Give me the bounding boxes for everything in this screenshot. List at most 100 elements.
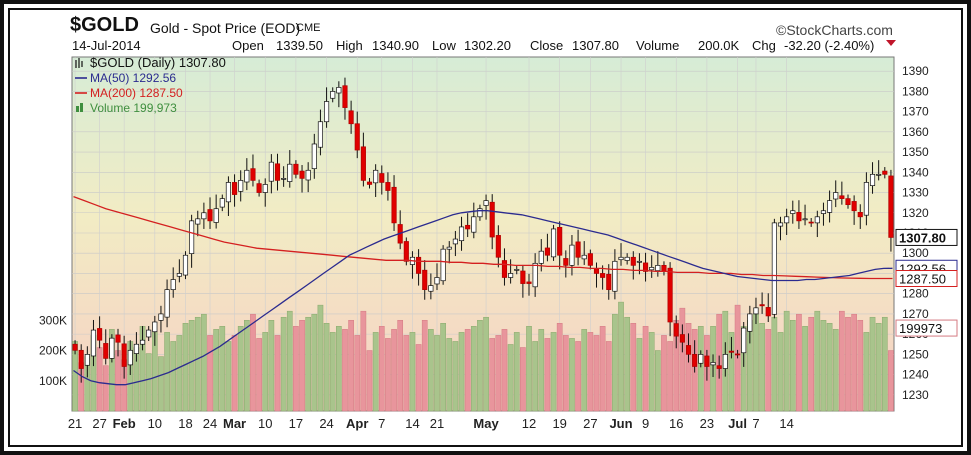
volume-bar: [391, 329, 397, 412]
candle-up: [747, 313, 753, 332]
date-tick-label: Mar: [223, 416, 246, 431]
volume-bar: [569, 338, 575, 412]
value-label-box: [895, 270, 958, 288]
candle-up: [146, 329, 152, 338]
candle-up: [827, 200, 833, 213]
candle-down: [630, 256, 636, 266]
date-tick-label: 7: [752, 416, 759, 431]
date-tick-label: 7: [378, 416, 385, 431]
date-tick-label: May: [473, 416, 499, 431]
volume-bar: [348, 320, 354, 412]
candle-up: [324, 101, 330, 123]
candle-up: [336, 86, 342, 94]
volume-bar: [470, 326, 477, 412]
legend-entry: MA(50) 1292.56: [90, 71, 176, 85]
volume-bar: [213, 329, 219, 412]
candle-up: [820, 210, 827, 214]
close-label: Close: [530, 38, 564, 53]
date-tick-label: 14: [779, 416, 793, 431]
volume-bar: [145, 353, 152, 412]
volume-bar: [587, 332, 594, 412]
volume-bar: [556, 323, 563, 412]
candle-up: [483, 200, 489, 206]
open-value: 1339.50: [276, 38, 323, 53]
candle-up: [133, 343, 139, 354]
candle-down: [593, 268, 600, 274]
candle-down: [716, 365, 722, 369]
volume-bar: [630, 323, 637, 412]
price-tick-label: 1280: [902, 287, 929, 301]
candle-up: [109, 337, 115, 359]
candle-up: [446, 246, 452, 250]
volume-tick-label: 200K: [39, 344, 67, 358]
volume-bar: [329, 332, 336, 412]
candle-up: [219, 198, 225, 208]
volume-bar: [274, 335, 281, 412]
volume-bar: [599, 326, 606, 412]
quote-date: 14-Jul-2014: [72, 38, 141, 53]
candle-down: [851, 201, 857, 212]
candle-down: [673, 323, 679, 337]
candle-down: [888, 175, 894, 238]
candle-down: [882, 170, 888, 175]
candle-down: [489, 201, 495, 238]
candle-up: [287, 163, 293, 182]
candle-up: [790, 210, 796, 214]
candle-down: [520, 270, 526, 284]
volume-bar: [489, 338, 496, 412]
volume-bar: [317, 304, 324, 412]
date-tick-label: 17: [289, 416, 303, 431]
candle-down: [299, 170, 305, 179]
volume-bar: [385, 338, 391, 412]
candle-up: [771, 222, 777, 315]
candle-up: [201, 212, 207, 220]
volume-bar: [501, 329, 508, 412]
price-tick-label: 1250: [902, 347, 929, 361]
date-tick-label: 10: [148, 416, 162, 431]
legend-entry: MA(200) 1287.50: [90, 86, 183, 100]
candle-up: [458, 226, 465, 242]
date-tick-label: 9: [642, 416, 649, 431]
legend-entry: Volume 199,973: [90, 101, 177, 115]
volume-bar: [538, 329, 545, 412]
price-tick-label: 1320: [902, 206, 929, 220]
volume-bar: [808, 316, 815, 412]
candle-down: [544, 247, 550, 256]
candle-down: [587, 253, 593, 266]
volume-bar: [323, 323, 330, 412]
brand-label: ©StockCharts.com: [776, 22, 893, 38]
volume-bar: [237, 326, 244, 412]
candle-down: [679, 334, 685, 343]
volume-bar: [102, 365, 109, 412]
date-tick-label: 27: [92, 416, 106, 431]
volume-bar: [679, 307, 686, 412]
candle-up: [182, 254, 189, 276]
candle-up: [330, 91, 336, 99]
volume-bar: [863, 332, 870, 412]
date-tick-label: 18: [178, 416, 192, 431]
high-value: 1340.90: [372, 38, 419, 53]
candle-down: [348, 110, 354, 125]
price-tick-label: 1230: [902, 388, 929, 402]
volume-value: 200.0K: [698, 38, 740, 53]
candle-down: [808, 221, 814, 224]
volume-bar: [661, 335, 667, 412]
volume-bar: [378, 326, 385, 412]
candle-up: [777, 222, 784, 227]
volume-bar: [280, 316, 287, 412]
date-tick-label: 24: [319, 416, 333, 431]
volume-axis: 100K 200K 300K: [39, 313, 67, 388]
volume-bar: [765, 329, 772, 412]
price-axis: 1230124012501260127012801290130013101320…: [902, 64, 929, 402]
price-tick-label: 1360: [902, 125, 929, 139]
candle-down: [857, 212, 863, 218]
candle-down: [342, 85, 348, 108]
candle-up: [876, 173, 882, 176]
volume-bar: [415, 344, 422, 412]
volume-bar: [814, 310, 821, 412]
chg-value: -32.20 (-2.40%): [784, 38, 875, 53]
volume-bar: [188, 320, 195, 412]
volume-bar: [605, 341, 612, 412]
candle-up: [869, 173, 876, 187]
candle-up: [624, 256, 630, 261]
